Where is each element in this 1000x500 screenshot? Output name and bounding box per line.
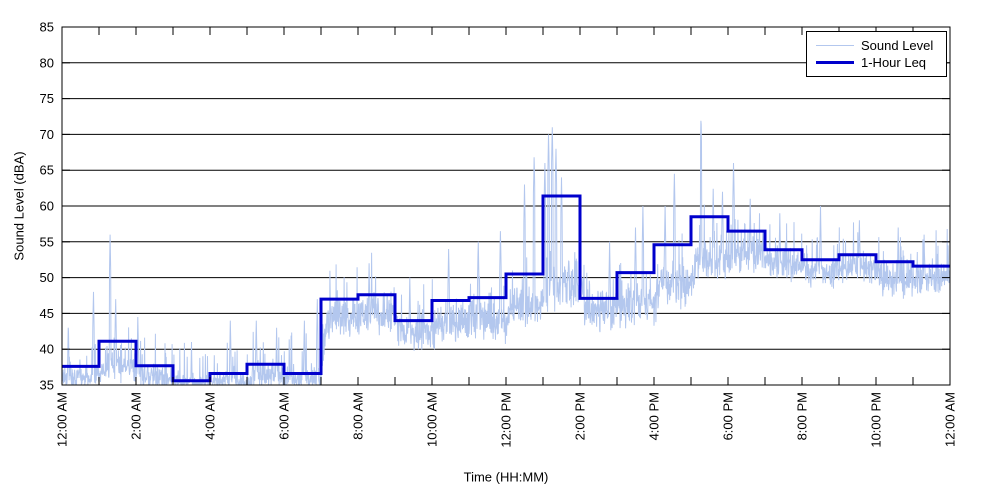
y-axis-title: Sound Level (dBA) xyxy=(11,151,27,261)
x-tick-label: 8:00 AM xyxy=(351,392,366,440)
x-tick-label: 2:00 AM xyxy=(129,392,144,440)
x-tick-label: 6:00 PM xyxy=(721,392,736,440)
x-tick-label: 2:00 PM xyxy=(573,392,588,440)
x-tick-label: 10:00 AM xyxy=(425,392,440,447)
one-hour-leq-step-line xyxy=(62,194,950,383)
legend: Sound Level 1-Hour Leq xyxy=(806,31,947,77)
y-tick-label: 60 xyxy=(40,199,54,214)
sound-level-line-icon xyxy=(816,44,854,46)
y-tick-label: 75 xyxy=(40,91,54,106)
x-tick-label: 4:00 PM xyxy=(647,392,662,440)
x-axis-title: Time (HH:MM) xyxy=(463,469,549,485)
leq-line-icon xyxy=(816,61,854,65)
x-tick-label: 8:00 PM xyxy=(795,392,810,440)
y-tick-label: 85 xyxy=(40,20,54,35)
legend-entry-sound-level: Sound Level xyxy=(807,39,946,52)
y-tick-label: 70 xyxy=(40,127,54,142)
x-tick-label: 6:00 AM xyxy=(277,392,292,440)
x-tick-label: 10:00 PM xyxy=(869,392,884,448)
sound-level-trace xyxy=(61,120,951,386)
y-tick-label: 80 xyxy=(40,55,54,70)
x-tick-label: 12:00 PM xyxy=(499,392,514,448)
y-tick-label: 40 xyxy=(40,342,54,357)
y-tick-label: 55 xyxy=(40,234,54,249)
legend-label-1hour-leq: 1-Hour Leq xyxy=(861,55,927,71)
x-tick-label: 12:00 AM xyxy=(55,392,70,447)
x-tick-label: 4:00 AM xyxy=(203,392,218,440)
y-tick-label: 35 xyxy=(40,378,54,393)
y-tick-label: 45 xyxy=(40,306,54,321)
y-tick-label: 50 xyxy=(40,270,54,285)
y-tick-label: 65 xyxy=(40,163,54,178)
legend-label-sound-level: Sound Level xyxy=(861,37,934,53)
legend-entry-1hour-leq: 1-Hour Leq xyxy=(807,56,946,69)
x-tick-label: 12:00 AM xyxy=(943,392,958,447)
